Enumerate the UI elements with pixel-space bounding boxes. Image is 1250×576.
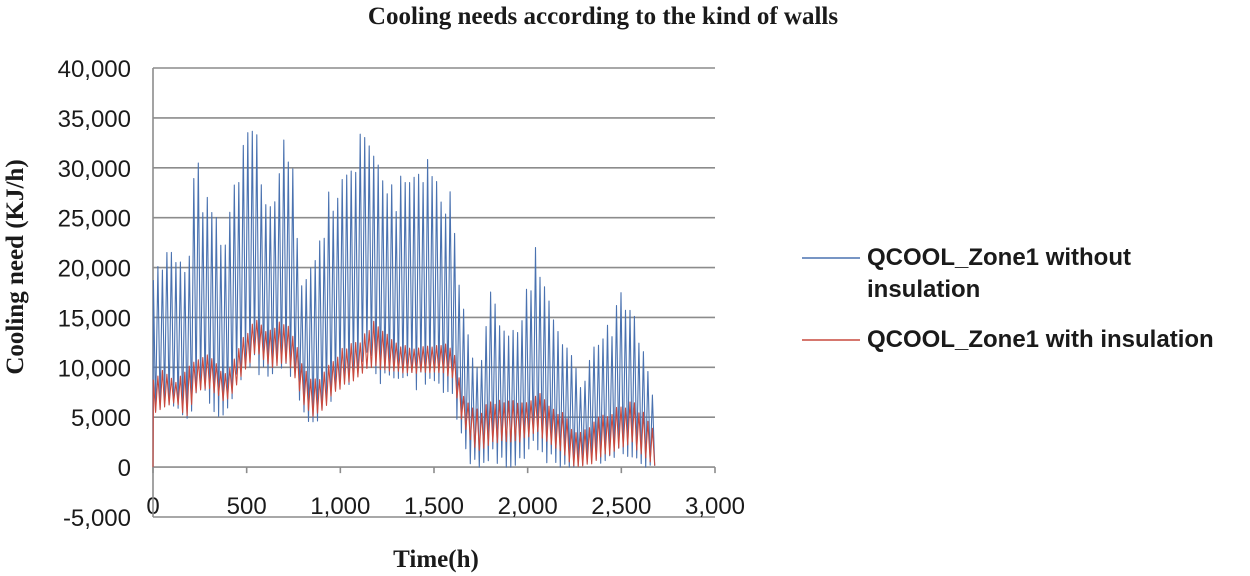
x-axis-label: Time(h) xyxy=(393,546,479,573)
plot-series xyxy=(152,130,656,468)
legend-label-2: QCOOL_Zone1 with insulation xyxy=(867,326,1214,353)
y-tick-label: 10,000 xyxy=(58,355,131,382)
x-tick-label: 500 xyxy=(227,493,267,520)
series-line-2 xyxy=(152,319,656,468)
y-tick-label: 15,000 xyxy=(58,305,131,332)
legend-label-1: insulation xyxy=(867,276,980,303)
y-axis-label: Cooling need (KJ/h) xyxy=(2,159,29,374)
x-tick-label: 1,500 xyxy=(404,493,464,520)
y-axis: -5,000 0 5,000 10,000 15,000 20,000 25,000 30,0… xyxy=(58,56,154,532)
y-tick-label: 35,000 xyxy=(58,106,131,133)
legend: QCOOL_Zone1 without insulation QCOOL_Zone1… xyxy=(802,244,1214,353)
chart-title: Cooling needs according to the kind of w… xyxy=(368,3,838,30)
y-tick-label: 0 xyxy=(118,455,131,482)
y-tick-label: -5,000 xyxy=(63,505,131,532)
x-tick-label: 3,000 xyxy=(685,493,745,520)
x-tick-label: 2,500 xyxy=(591,493,651,520)
y-tick-label: 25,000 xyxy=(58,206,131,233)
y-tick-label: 30,000 xyxy=(58,156,131,183)
series-line-1 xyxy=(152,130,656,468)
y-tick-label: 5,000 xyxy=(71,405,131,432)
x-tick-label: 2,000 xyxy=(498,493,558,520)
y-tick-label: 20,000 xyxy=(58,256,131,283)
y-tick-label: 40,000 xyxy=(58,56,131,83)
x-tick-label: 1,000 xyxy=(310,493,370,520)
legend-label-1: QCOOL_Zone1 without xyxy=(867,244,1131,271)
x-axis: 0 500 1,000 1,500 2,000 2,500 3,000 xyxy=(146,466,745,520)
